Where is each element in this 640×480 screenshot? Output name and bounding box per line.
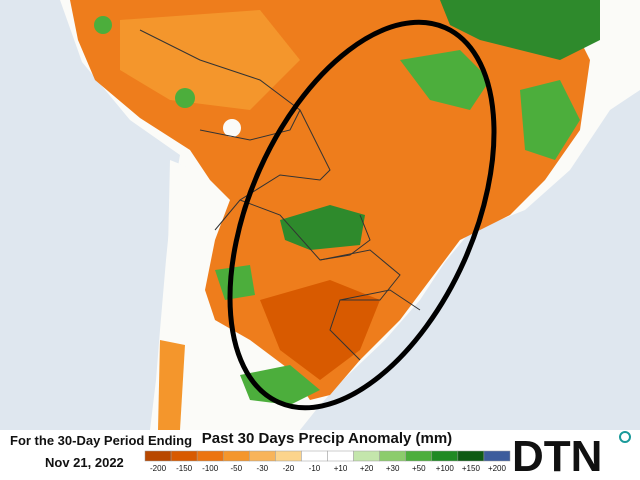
legend-label: +200 xyxy=(488,464,507,473)
legend-title: Past 30 Days Precip Anomaly (mm) xyxy=(202,430,452,447)
caption-period: For the 30-Day Period Ending xyxy=(10,433,192,448)
legend-swatch xyxy=(301,450,328,462)
dry-anomaly xyxy=(158,340,185,430)
near-normal xyxy=(223,119,241,137)
wet-anomaly xyxy=(175,88,195,108)
legend-swatch xyxy=(275,450,302,462)
border xyxy=(339,289,421,311)
wet-anomaly xyxy=(440,0,600,60)
legend-swatch xyxy=(249,450,276,462)
wet-anomaly xyxy=(400,50,490,110)
legend-label: +20 xyxy=(360,464,374,473)
legend-label: -10 xyxy=(309,464,321,473)
legend-swatch xyxy=(222,450,250,462)
legend-label: -30 xyxy=(257,464,269,473)
legend-label: +50 xyxy=(412,464,426,473)
logo-dot xyxy=(619,431,631,443)
legend: -200 -150 -100 -50 -30 -20 -10 +10 +20 +30 +50 +100… xyxy=(144,450,511,473)
legend-swatch xyxy=(379,450,406,462)
wet-anomaly xyxy=(520,80,580,160)
legend-swatch xyxy=(144,450,172,462)
legend-label: -100 xyxy=(202,464,219,473)
legend-swatch xyxy=(431,450,459,462)
legend-label: +100 xyxy=(436,464,455,473)
logo: DTN xyxy=(512,432,602,480)
wet-anomaly xyxy=(240,365,320,405)
legend-swatch xyxy=(353,450,380,462)
wet-anomaly xyxy=(215,265,255,300)
legend-label: -150 xyxy=(176,464,193,473)
borders xyxy=(139,29,421,361)
legend-label: +10 xyxy=(334,464,348,473)
legend-swatch xyxy=(457,450,485,462)
legend-swatch xyxy=(483,450,511,462)
legend-label: +150 xyxy=(462,464,481,473)
legend-label: -50 xyxy=(230,464,242,473)
wet-anomaly xyxy=(94,16,112,34)
legend-swatch xyxy=(405,450,433,462)
andes-strip xyxy=(165,160,195,340)
legend-swatch xyxy=(327,450,354,462)
legend-swatch xyxy=(170,450,198,462)
dry-anomaly xyxy=(120,10,300,110)
legend-label: -200 xyxy=(150,464,167,473)
border xyxy=(214,109,331,231)
legend-swatch xyxy=(196,450,224,462)
border xyxy=(319,249,401,361)
caption-date: Nov 21, 2022 xyxy=(45,455,124,470)
legend-label: +30 xyxy=(386,464,400,473)
legend-label: -20 xyxy=(283,464,295,473)
highlight-ellipse xyxy=(227,19,497,411)
dry-anomaly xyxy=(260,280,380,380)
